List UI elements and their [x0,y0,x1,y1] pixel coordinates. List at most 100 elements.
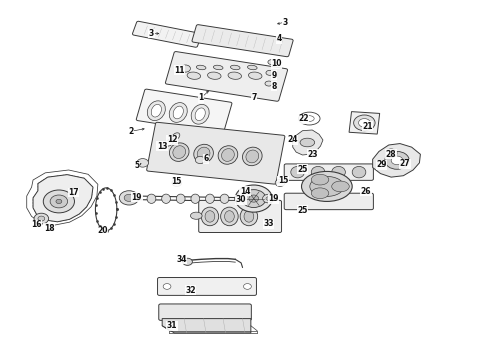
Text: 28: 28 [386,150,396,159]
FancyBboxPatch shape [132,21,202,47]
Ellipse shape [208,72,221,79]
Ellipse shape [162,194,171,203]
FancyBboxPatch shape [199,201,282,233]
Text: 30: 30 [236,195,246,204]
Ellipse shape [311,174,329,185]
Ellipse shape [301,171,352,202]
Text: 20: 20 [98,226,108,235]
Ellipse shape [151,104,161,117]
Text: 29: 29 [376,161,387,170]
Ellipse shape [205,194,214,203]
FancyBboxPatch shape [192,24,293,57]
Ellipse shape [220,194,229,203]
Ellipse shape [147,101,165,121]
Text: 13: 13 [157,141,168,150]
Ellipse shape [291,166,304,178]
FancyBboxPatch shape [158,278,256,296]
Ellipse shape [147,194,156,203]
Ellipse shape [194,144,214,163]
Ellipse shape [359,118,370,127]
Ellipse shape [191,104,209,124]
Text: 11: 11 [174,66,184,75]
Ellipse shape [377,161,385,167]
Ellipse shape [173,106,183,119]
Ellipse shape [228,72,242,79]
Ellipse shape [246,150,259,163]
Ellipse shape [244,211,254,222]
Text: 9: 9 [271,71,277,80]
Text: 15: 15 [172,177,182,186]
Ellipse shape [172,133,180,140]
Ellipse shape [263,194,274,203]
FancyBboxPatch shape [284,164,373,180]
Ellipse shape [230,65,240,70]
Ellipse shape [220,207,238,226]
FancyBboxPatch shape [159,304,251,320]
Ellipse shape [205,211,215,222]
FancyBboxPatch shape [136,89,232,134]
Ellipse shape [391,156,403,165]
Ellipse shape [181,65,191,72]
Text: 6: 6 [203,154,209,163]
Text: 12: 12 [167,135,177,144]
Text: 27: 27 [399,159,410,168]
Ellipse shape [176,194,185,203]
Polygon shape [373,144,420,177]
Ellipse shape [354,115,375,131]
Text: 10: 10 [271,59,282,68]
Ellipse shape [242,190,266,207]
Ellipse shape [191,194,200,203]
Ellipse shape [235,194,244,203]
Ellipse shape [119,191,139,205]
Ellipse shape [311,166,325,178]
Text: 33: 33 [263,219,273,228]
Ellipse shape [38,216,45,221]
Text: 26: 26 [361,187,371,196]
Ellipse shape [249,195,259,202]
Text: 25: 25 [297,206,308,215]
Text: 7: 7 [251,93,256,102]
Ellipse shape [240,207,258,226]
Ellipse shape [311,188,329,199]
Ellipse shape [163,284,171,289]
Ellipse shape [304,116,314,121]
Ellipse shape [173,146,186,158]
Text: 18: 18 [44,224,54,233]
Ellipse shape [266,197,271,201]
Ellipse shape [34,213,49,224]
Ellipse shape [172,179,182,186]
Ellipse shape [183,258,193,265]
Text: 25: 25 [297,165,308,174]
Ellipse shape [332,166,345,178]
Text: 3: 3 [149,29,154,38]
Text: 19: 19 [268,194,278,203]
Text: 14: 14 [240,187,250,196]
Bar [349,112,380,134]
FancyBboxPatch shape [147,122,285,184]
Ellipse shape [310,176,344,197]
Ellipse shape [221,149,234,161]
Ellipse shape [169,103,187,122]
Ellipse shape [187,72,200,79]
Ellipse shape [166,139,173,146]
Ellipse shape [170,143,189,161]
Ellipse shape [191,212,202,219]
Text: 24: 24 [288,135,298,144]
Ellipse shape [224,211,234,222]
Text: 17: 17 [68,188,79,197]
Ellipse shape [235,185,272,212]
Ellipse shape [266,70,274,75]
Ellipse shape [243,147,262,166]
Ellipse shape [201,207,219,226]
Text: 19: 19 [132,193,142,202]
Ellipse shape [56,199,62,203]
Ellipse shape [352,166,366,178]
Text: 23: 23 [307,150,318,159]
Ellipse shape [268,60,276,64]
Polygon shape [162,319,251,333]
Ellipse shape [50,195,68,208]
Text: 3: 3 [282,18,288,27]
Ellipse shape [298,112,320,125]
Polygon shape [382,152,413,171]
Ellipse shape [196,65,206,70]
